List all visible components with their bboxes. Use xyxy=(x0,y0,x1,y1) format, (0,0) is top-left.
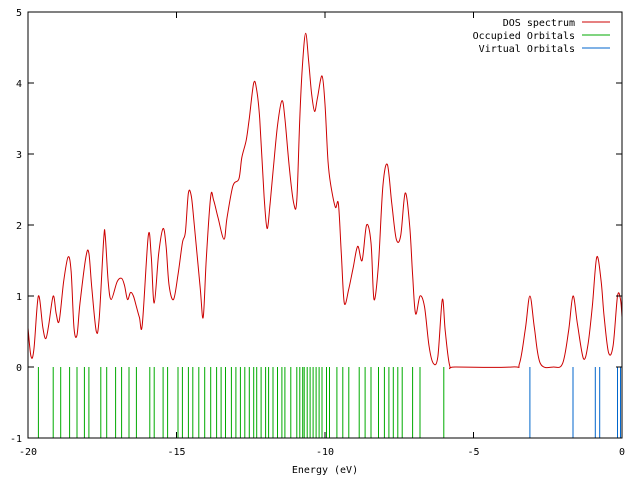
x-tick-label: 0 xyxy=(619,447,625,458)
y-tick-label: 3 xyxy=(16,150,22,161)
y-tick-label: 2 xyxy=(16,221,22,232)
legend-label: Virtual Orbitals xyxy=(479,44,575,55)
x-tick-label: -20 xyxy=(19,447,37,458)
y-tick-label: -1 xyxy=(10,434,22,445)
legend-label: Occupied Orbitals xyxy=(473,31,575,42)
x-tick-label: -5 xyxy=(467,447,479,458)
x-axis-label: Energy (eV) xyxy=(292,465,358,476)
y-tick-label: 0 xyxy=(16,363,22,374)
legend: DOS spectrum Occupied Orbitals Virtual Orb… xyxy=(473,18,610,55)
x-tick-label: -10 xyxy=(316,447,334,458)
legend-label: DOS spectrum xyxy=(503,18,575,29)
y-tick-label: 4 xyxy=(16,79,22,90)
y-tick-label: 5 xyxy=(16,8,22,19)
dos-curve-layer xyxy=(27,32,623,370)
y-tick-label: 1 xyxy=(16,292,22,303)
orbital-impulses xyxy=(37,367,621,438)
x-tick-label: -15 xyxy=(167,447,185,458)
plot-frame xyxy=(27,11,623,439)
dos-spectrum-line xyxy=(27,32,623,370)
